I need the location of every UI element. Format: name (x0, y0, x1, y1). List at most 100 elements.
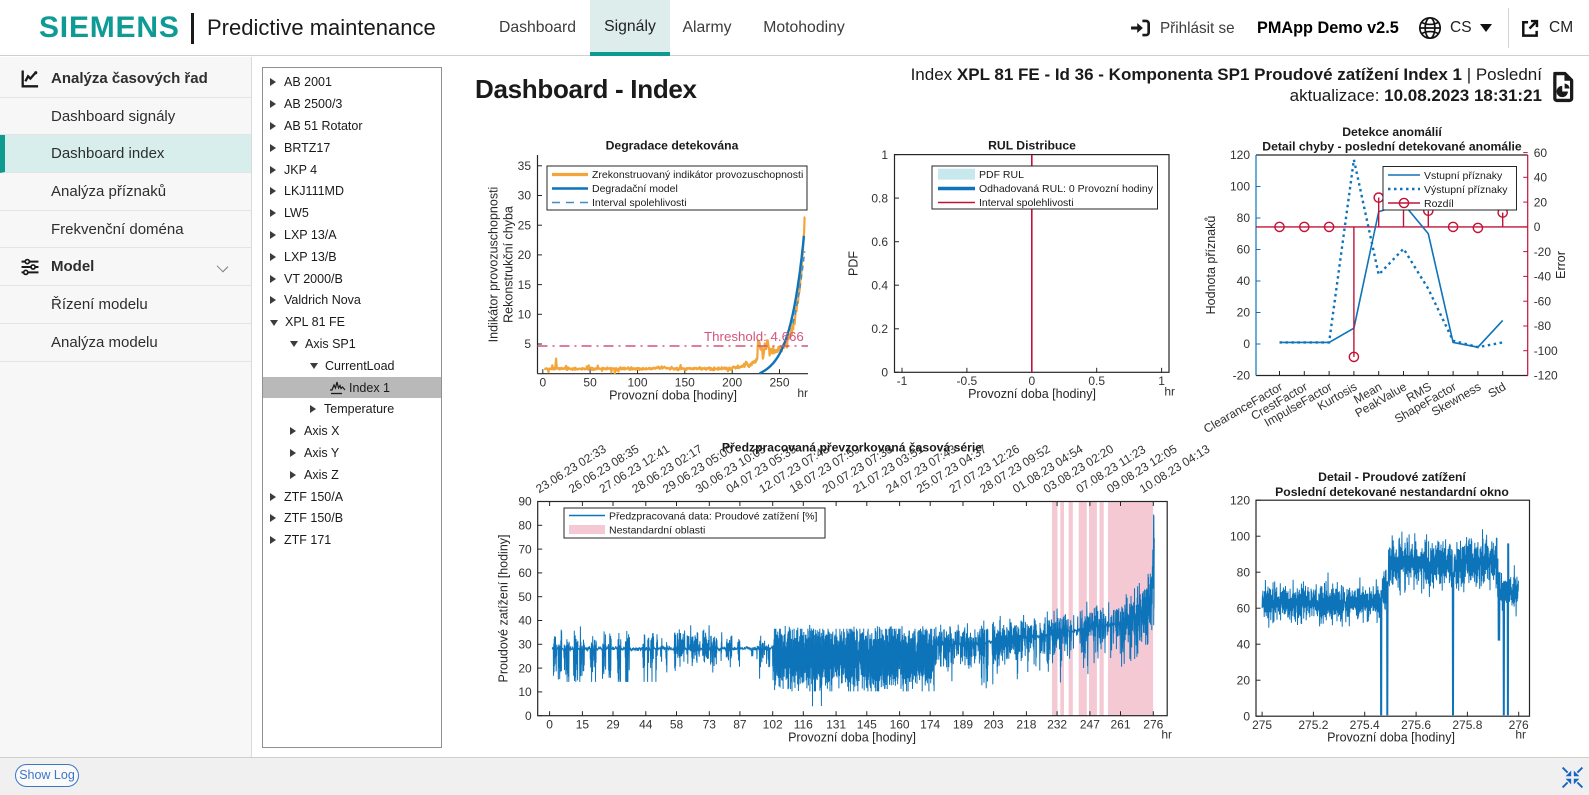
svg-text:-100: -100 (1534, 344, 1558, 358)
svg-text:90: 90 (518, 495, 532, 509)
svg-text:PDF: PDF (847, 251, 861, 276)
svg-text:80: 80 (518, 519, 532, 533)
svg-text:20: 20 (1237, 673, 1251, 687)
svg-text:-0.5: -0.5 (957, 374, 978, 388)
svg-text:40: 40 (518, 614, 532, 628)
svg-text:1: 1 (1158, 374, 1165, 388)
svg-text:261: 261 (1110, 717, 1130, 731)
svg-text:-40: -40 (1534, 270, 1552, 284)
svg-text:1: 1 (881, 148, 888, 162)
svg-text:100: 100 (1230, 529, 1250, 543)
svg-text:Threshold: 4.666: Threshold: 4.666 (704, 329, 804, 344)
svg-text:275.6: 275.6 (1401, 718, 1431, 732)
svg-text:131: 131 (826, 717, 846, 731)
svg-text:120: 120 (1230, 493, 1250, 507)
svg-text:Nestandardní oblasti: Nestandardní oblasti (609, 524, 705, 536)
svg-text:-60: -60 (1534, 294, 1552, 308)
svg-text:15: 15 (518, 278, 532, 292)
svg-text:116: 116 (794, 717, 813, 731)
svg-text:0: 0 (881, 366, 888, 380)
svg-text:60: 60 (1237, 601, 1251, 615)
svg-text:Hodnota příznaků: Hodnota příznaků (1204, 216, 1218, 315)
svg-text:102: 102 (763, 717, 783, 731)
svg-text:Interval spolehlivosti: Interval spolehlivosti (592, 197, 687, 209)
svg-text:189: 189 (953, 717, 973, 731)
svg-text:20: 20 (1237, 306, 1251, 320)
svg-text:20: 20 (518, 248, 532, 262)
svg-text:87: 87 (733, 717, 747, 731)
svg-text:10: 10 (518, 308, 532, 322)
svg-text:0: 0 (539, 375, 546, 389)
svg-text:0: 0 (1534, 220, 1541, 234)
svg-text:-1: -1 (897, 374, 908, 388)
svg-text:60: 60 (518, 566, 532, 580)
svg-text:80: 80 (1237, 211, 1251, 225)
svg-text:0.5: 0.5 (1088, 374, 1105, 388)
svg-text:100: 100 (1230, 180, 1250, 194)
svg-text:15: 15 (576, 717, 590, 731)
svg-text:275.8: 275.8 (1452, 718, 1482, 732)
svg-text:44: 44 (639, 717, 653, 731)
svg-text:RUL Distribuce: RUL Distribuce (988, 139, 1076, 153)
svg-text:Degradace detekována: Degradace detekována (606, 139, 739, 153)
svg-text:73: 73 (703, 717, 717, 731)
svg-text:276: 276 (1509, 718, 1529, 732)
svg-text:20: 20 (518, 661, 532, 675)
svg-text:40: 40 (1237, 274, 1251, 288)
svg-text:Vstupní příznaky: Vstupní příznaky (1424, 170, 1503, 182)
svg-text:70: 70 (518, 542, 532, 556)
svg-text:60: 60 (1534, 146, 1548, 160)
svg-text:hr: hr (1161, 728, 1172, 742)
svg-text:Provozní doba [hodiny]: Provozní doba [hodiny] (968, 387, 1096, 401)
svg-text:0: 0 (525, 709, 532, 723)
svg-text:30: 30 (518, 189, 532, 203)
svg-text:Interval spolehlivosti: Interval spolehlivosti (979, 197, 1074, 209)
svg-text:Detekce anomálií: Detekce anomálií (1342, 125, 1442, 139)
svg-text:30: 30 (518, 638, 532, 652)
svg-text:200: 200 (722, 375, 742, 389)
svg-text:0: 0 (1028, 374, 1035, 388)
svg-text:Detail - Proudové zatížení: Detail - Proudové zatížení (1318, 470, 1466, 484)
svg-text:0: 0 (1243, 709, 1250, 723)
svg-text:25: 25 (518, 218, 532, 232)
svg-text:0: 0 (1243, 337, 1250, 351)
svg-text:Rekonstrukční chyba: Rekonstrukční chyba (502, 206, 516, 323)
svg-text:Error: Error (1554, 251, 1568, 279)
svg-text:203: 203 (984, 717, 1004, 731)
svg-text:20: 20 (1534, 195, 1548, 209)
svg-text:Rozdíl: Rozdíl (1424, 198, 1454, 210)
svg-text:-120: -120 (1534, 369, 1558, 383)
svg-text:50: 50 (583, 375, 597, 389)
svg-text:40: 40 (1237, 637, 1251, 651)
svg-text:275.4: 275.4 (1350, 718, 1380, 732)
svg-text:Detail chyby - poslední deteko: Detail chyby - poslední detekované anomá… (1262, 140, 1522, 154)
svg-text:10: 10 (518, 685, 532, 699)
svg-text:Std: Std (1486, 379, 1509, 400)
svg-text:0.2: 0.2 (871, 322, 888, 336)
svg-text:100: 100 (627, 375, 647, 389)
svg-text:-20: -20 (1233, 369, 1251, 383)
svg-text:-20: -20 (1534, 245, 1552, 259)
svg-text:218: 218 (1016, 717, 1036, 731)
svg-text:174: 174 (920, 717, 940, 731)
svg-text:Předzpracovaná převzorkovaná č: Předzpracovaná převzorkovaná časová séri… (722, 441, 982, 455)
svg-text:Provozní doba [hodiny]: Provozní doba [hodiny] (1327, 730, 1455, 744)
svg-text:Odhadovaná RUL: 0 Provozní hod: Odhadovaná RUL: 0 Provozní hodiny (979, 183, 1154, 195)
svg-text:150: 150 (675, 375, 695, 389)
svg-text:275: 275 (1252, 718, 1272, 732)
svg-text:Provozní doba [hodiny]: Provozní doba [hodiny] (788, 730, 916, 744)
svg-text:0.8: 0.8 (871, 191, 888, 205)
svg-text:0.6: 0.6 (871, 235, 888, 249)
svg-text:58: 58 (670, 717, 684, 731)
svg-text:Degradační model: Degradační model (592, 183, 678, 195)
svg-text:Zrekonstruovaný indikátor prov: Zrekonstruovaný indikátor provozuschopno… (592, 169, 803, 181)
svg-text:hr: hr (1164, 385, 1175, 399)
svg-text:Indikátor provozuschopnosti: Indikátor provozuschopnosti (487, 187, 501, 343)
svg-text:120: 120 (1230, 148, 1250, 162)
svg-text:145: 145 (857, 717, 877, 731)
svg-text:80: 80 (1237, 565, 1251, 579)
svg-text:60: 60 (1237, 243, 1251, 257)
svg-text:35: 35 (518, 159, 532, 173)
svg-text:29: 29 (606, 717, 620, 731)
svg-text:hr: hr (797, 386, 808, 400)
